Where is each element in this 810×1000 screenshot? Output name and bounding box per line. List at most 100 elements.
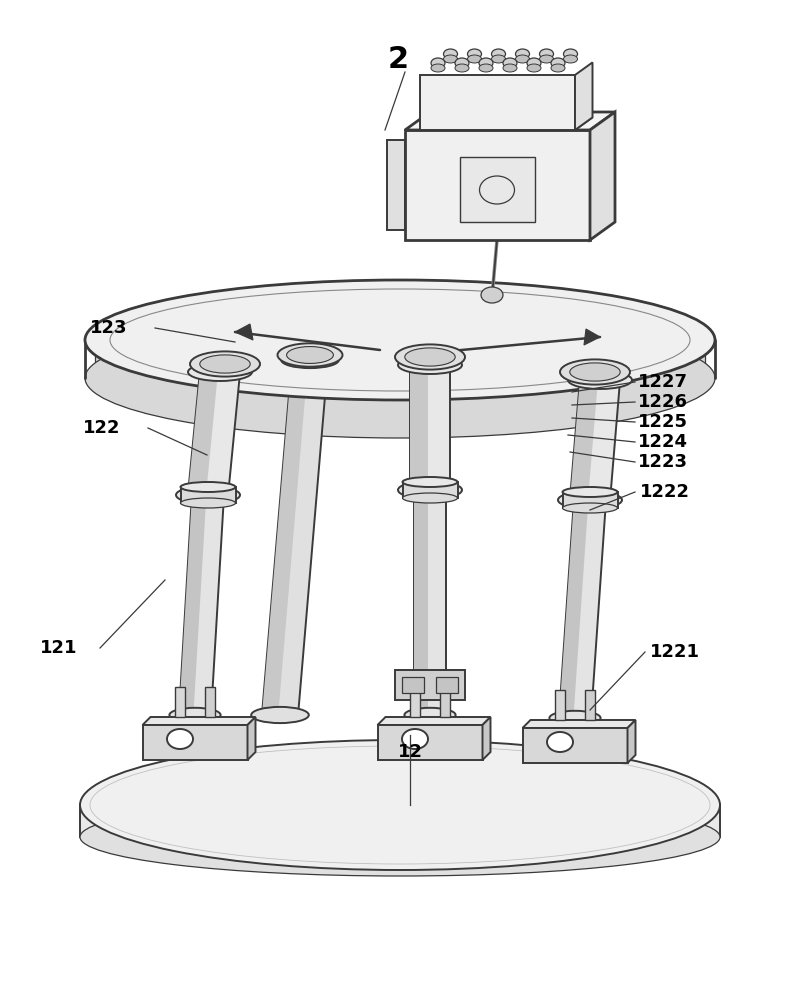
Text: 2: 2: [387, 45, 408, 75]
Ellipse shape: [455, 58, 469, 68]
Ellipse shape: [431, 58, 445, 68]
Polygon shape: [562, 492, 617, 508]
Ellipse shape: [405, 348, 455, 366]
Ellipse shape: [444, 49, 458, 59]
Polygon shape: [235, 324, 253, 340]
Ellipse shape: [568, 371, 632, 389]
Ellipse shape: [503, 64, 517, 72]
Ellipse shape: [564, 49, 578, 59]
Ellipse shape: [527, 58, 541, 68]
Polygon shape: [584, 329, 600, 345]
Ellipse shape: [402, 729, 428, 749]
Ellipse shape: [169, 708, 220, 722]
Polygon shape: [143, 717, 255, 725]
Ellipse shape: [251, 707, 309, 723]
Ellipse shape: [565, 493, 616, 507]
Ellipse shape: [539, 49, 553, 59]
Ellipse shape: [551, 58, 565, 68]
Text: 123: 123: [90, 319, 127, 337]
Ellipse shape: [395, 344, 465, 370]
Ellipse shape: [547, 732, 573, 752]
Polygon shape: [410, 365, 450, 490]
Polygon shape: [387, 140, 405, 230]
Polygon shape: [410, 365, 428, 490]
Text: 121: 121: [40, 639, 78, 657]
Ellipse shape: [404, 483, 455, 497]
Ellipse shape: [551, 64, 565, 72]
Polygon shape: [414, 490, 428, 715]
Polygon shape: [262, 358, 309, 715]
Ellipse shape: [560, 359, 630, 385]
Ellipse shape: [278, 343, 343, 367]
Ellipse shape: [558, 491, 622, 509]
Ellipse shape: [527, 64, 541, 72]
Text: 1224: 1224: [638, 433, 688, 451]
Ellipse shape: [479, 64, 493, 72]
Polygon shape: [179, 494, 207, 715]
Ellipse shape: [404, 708, 455, 722]
Ellipse shape: [467, 49, 481, 59]
Polygon shape: [405, 112, 615, 130]
Polygon shape: [555, 690, 565, 720]
Ellipse shape: [562, 487, 617, 497]
Polygon shape: [570, 378, 620, 502]
Ellipse shape: [564, 55, 578, 63]
Polygon shape: [188, 370, 240, 497]
Polygon shape: [483, 717, 491, 760]
Ellipse shape: [515, 55, 530, 63]
Ellipse shape: [200, 355, 250, 373]
Ellipse shape: [403, 493, 458, 503]
Bar: [402, 677, 424, 693]
Polygon shape: [522, 720, 636, 728]
Polygon shape: [395, 670, 465, 700]
Polygon shape: [590, 112, 615, 240]
Ellipse shape: [190, 351, 260, 377]
Ellipse shape: [281, 352, 339, 368]
Polygon shape: [559, 499, 588, 718]
Ellipse shape: [181, 498, 236, 508]
Ellipse shape: [562, 503, 617, 513]
Text: 1221: 1221: [650, 643, 700, 661]
Ellipse shape: [181, 482, 236, 492]
Ellipse shape: [467, 55, 481, 63]
Ellipse shape: [167, 729, 193, 749]
Text: 1225: 1225: [638, 413, 688, 431]
Ellipse shape: [481, 287, 503, 303]
Polygon shape: [143, 725, 248, 760]
Bar: [460, 157, 535, 222]
Text: 1222: 1222: [640, 483, 690, 501]
Polygon shape: [410, 687, 420, 717]
Polygon shape: [575, 62, 592, 130]
Polygon shape: [262, 358, 328, 717]
Polygon shape: [205, 687, 215, 717]
Polygon shape: [590, 131, 608, 230]
Text: 1226: 1226: [638, 393, 688, 411]
Ellipse shape: [492, 49, 505, 59]
Ellipse shape: [503, 58, 517, 68]
Ellipse shape: [539, 55, 553, 63]
Polygon shape: [377, 725, 483, 760]
Ellipse shape: [444, 55, 458, 63]
Polygon shape: [95, 340, 705, 378]
Polygon shape: [80, 805, 720, 837]
Polygon shape: [522, 728, 628, 763]
Ellipse shape: [85, 318, 715, 438]
Polygon shape: [175, 687, 185, 717]
Polygon shape: [181, 487, 236, 503]
Polygon shape: [405, 130, 590, 240]
Ellipse shape: [176, 486, 240, 504]
Polygon shape: [377, 717, 491, 725]
Ellipse shape: [569, 363, 620, 381]
Polygon shape: [559, 499, 606, 719]
Text: 122: 122: [83, 419, 121, 437]
Ellipse shape: [431, 64, 445, 72]
Polygon shape: [628, 720, 636, 763]
Polygon shape: [248, 717, 255, 760]
Ellipse shape: [515, 49, 530, 59]
Ellipse shape: [403, 477, 458, 487]
Polygon shape: [420, 75, 575, 130]
Text: 12: 12: [398, 743, 423, 761]
Polygon shape: [403, 482, 458, 498]
Ellipse shape: [398, 356, 462, 374]
Text: 1227: 1227: [638, 373, 688, 391]
